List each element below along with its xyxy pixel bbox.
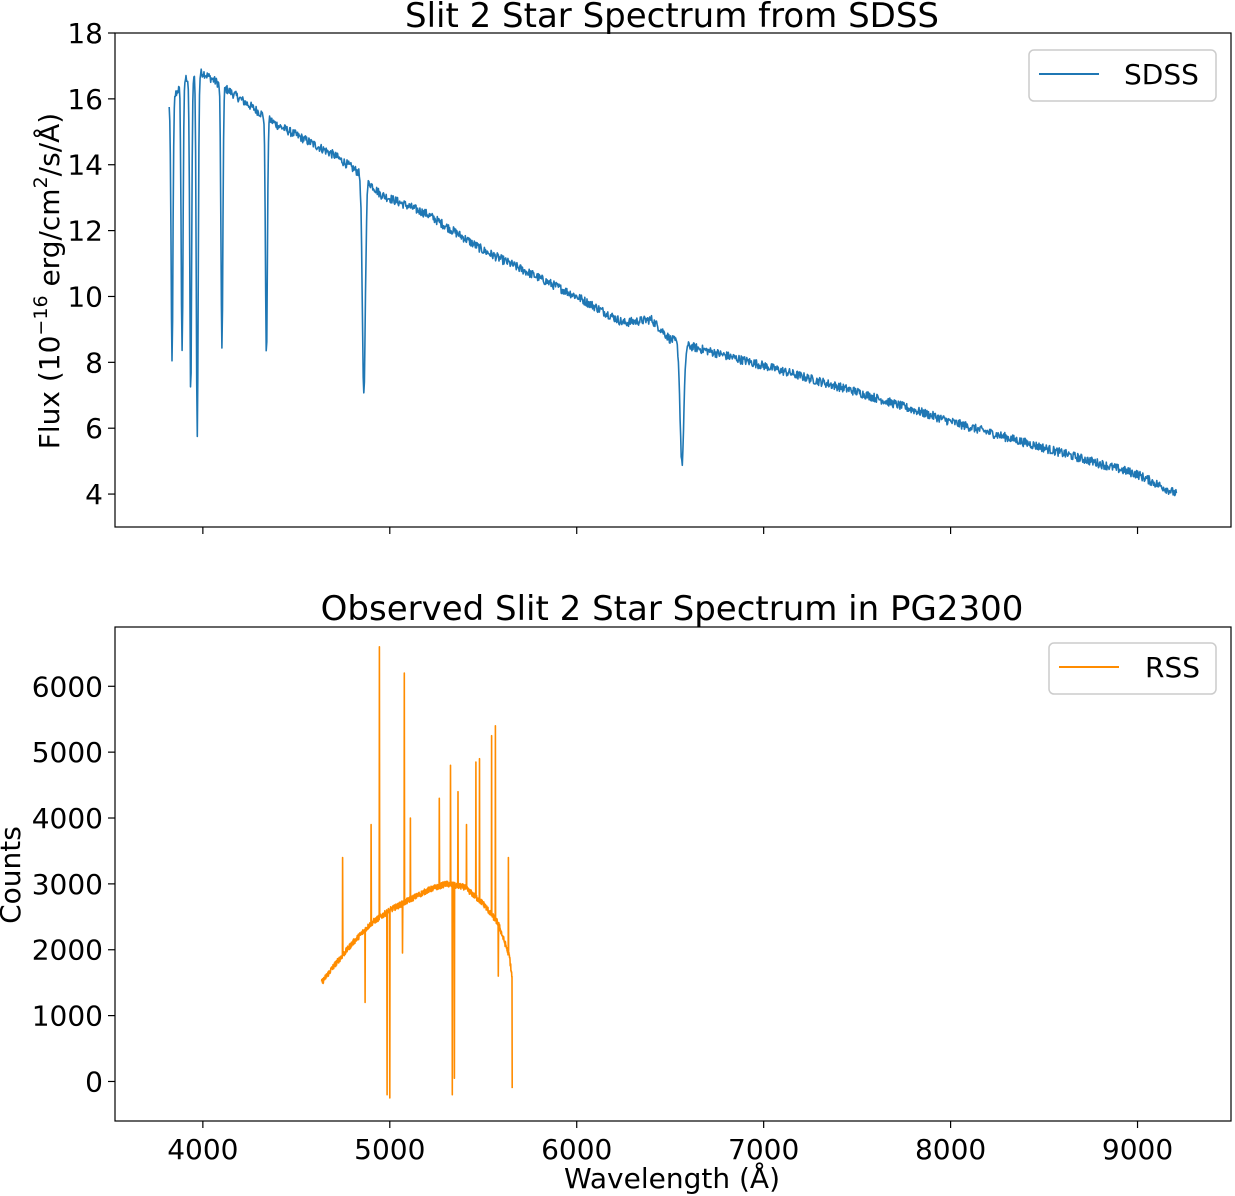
rss-y-tick-label: 5000 [32,736,103,769]
sdss-chart-title: Slit 2 Star Spectrum from SDSS [405,0,939,36]
sdss-legend: SDSS [1028,49,1217,102]
sdss-y-tick-label: 14 [67,149,103,182]
rss-y-tick-label: 0 [85,1065,103,1098]
rss-y-tick-label: 4000 [32,802,103,835]
sdss-y-tick-label: 6 [85,412,103,445]
rss-panel: Observed Slit 2 Star Spectrum in PG2300 … [0,589,1232,1195]
rss-chart-title: Observed Slit 2 Star Spectrum in PG2300 [321,589,1024,629]
rss-x-tick-label: 8000 [915,1133,986,1166]
sdss-legend-box [1028,49,1217,102]
rss-y-tick-label: 3000 [32,868,103,901]
sdss-plot-frame [114,32,1232,528]
rss-y-axis-label: Counts [0,826,27,924]
rss-y-tick-label: 6000 [32,670,103,703]
sdss-y-tick-label: 16 [67,83,103,116]
rss-x-tick-label: 5000 [354,1133,425,1166]
rss-legend-box [1048,642,1217,695]
rss-legend: RSS [1048,642,1217,695]
sdss-y-axis-label: Flux (10−16 erg/cm2/s/Å) [30,113,66,449]
sdss-legend-label: SDSS [1124,58,1199,91]
rss-x-tick-label: 9000 [1102,1133,1173,1166]
rss-series-group [320,646,513,1099]
sdss-y-tick-label: 4 [85,478,103,511]
rss-y-ticks: 0 1000 2000 3000 4000 5000 6000 [32,670,115,1098]
sdss-y-tick-label: 8 [85,346,103,379]
rss-x-tick-label: 7000 [728,1133,799,1166]
rss-y-tick-label: 2000 [32,934,103,967]
rss-series-line [320,646,513,1099]
sdss-series-line [168,68,1178,497]
sdss-y-ticks: 4 6 8 10 12 14 16 18 [67,17,115,511]
rss-legend-label: RSS [1145,651,1200,684]
rss-x-axis-label: Wavelength (Å) [564,1161,780,1195]
sdss-panel: Slit 2 Star Spectrum from SDSS Flux (10−… [30,0,1232,534]
rss-plot-frame [114,626,1232,1122]
sdss-series-group [168,68,1178,497]
sdss-y-tick-label: 10 [67,280,103,313]
rss-x-tick-label: 4000 [167,1133,238,1166]
sdss-y-tick-label: 18 [67,17,103,50]
rss-y-tick-label: 1000 [32,1000,103,1033]
sdss-y-tick-label: 12 [67,215,103,248]
rss-x-ticks: 4000 5000 6000 7000 8000 9000 [167,1121,1173,1166]
rss-x-tick-label: 6000 [541,1133,612,1166]
sdss-x-ticks [202,527,1139,534]
